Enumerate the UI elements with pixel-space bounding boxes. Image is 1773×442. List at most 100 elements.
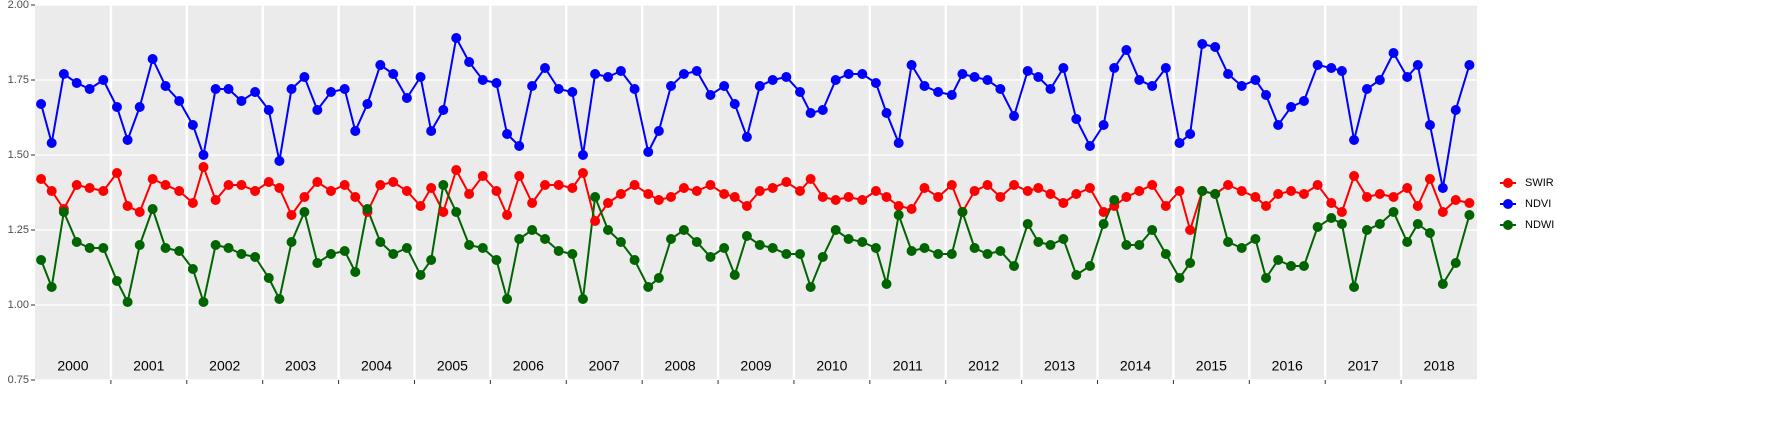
point xyxy=(615,66,626,76)
point xyxy=(1312,180,1323,190)
point xyxy=(514,234,525,244)
point xyxy=(957,207,968,217)
point xyxy=(881,108,892,118)
point xyxy=(1098,120,1109,130)
point xyxy=(464,240,475,250)
point xyxy=(969,72,980,82)
point xyxy=(1147,81,1158,91)
point xyxy=(615,237,626,247)
point xyxy=(781,249,792,259)
year-label: 2001 xyxy=(133,358,164,374)
point xyxy=(71,180,82,190)
point xyxy=(906,60,917,70)
legend-label: NDWI xyxy=(1525,219,1554,231)
point xyxy=(1388,207,1399,217)
point xyxy=(830,225,841,235)
point xyxy=(1286,186,1297,196)
point xyxy=(1424,120,1435,130)
point xyxy=(567,249,578,259)
point xyxy=(741,231,752,241)
point xyxy=(1109,195,1120,205)
point xyxy=(893,138,904,148)
point xyxy=(906,246,917,256)
point xyxy=(1412,60,1423,70)
point xyxy=(36,99,47,109)
point xyxy=(1058,63,1069,73)
point xyxy=(198,162,209,172)
point xyxy=(567,87,578,97)
point xyxy=(388,249,399,259)
point xyxy=(84,243,95,253)
legend-label: NDVI xyxy=(1525,198,1551,210)
point xyxy=(174,246,185,256)
point xyxy=(719,189,730,199)
point xyxy=(577,150,588,160)
point xyxy=(843,192,854,202)
point xyxy=(274,156,285,166)
point xyxy=(729,192,740,202)
point xyxy=(1402,183,1413,193)
point xyxy=(1273,255,1284,265)
point xyxy=(46,138,57,148)
point xyxy=(477,75,488,85)
point xyxy=(147,204,158,214)
point xyxy=(603,198,614,208)
point xyxy=(805,108,816,118)
point xyxy=(1349,171,1360,181)
point xyxy=(250,252,261,262)
point xyxy=(502,294,513,304)
point xyxy=(502,210,513,220)
point xyxy=(1098,219,1109,229)
point xyxy=(767,243,778,253)
point xyxy=(843,234,854,244)
point xyxy=(46,282,57,292)
point xyxy=(643,147,654,157)
point xyxy=(781,177,792,187)
point xyxy=(540,180,551,190)
point xyxy=(741,201,752,211)
point xyxy=(870,78,881,88)
point xyxy=(415,270,426,280)
point xyxy=(1197,39,1208,49)
point xyxy=(1298,96,1309,106)
point xyxy=(1223,237,1234,247)
point xyxy=(857,237,868,247)
point xyxy=(969,186,980,196)
point xyxy=(615,189,626,199)
point xyxy=(491,186,502,196)
year-label: 2002 xyxy=(209,358,240,374)
point xyxy=(223,243,234,253)
point xyxy=(98,243,109,253)
point xyxy=(84,84,95,94)
point xyxy=(1121,240,1132,250)
point xyxy=(84,183,95,193)
point xyxy=(1045,189,1056,199)
point xyxy=(1464,198,1475,208)
point xyxy=(540,63,551,73)
point xyxy=(286,237,297,247)
point xyxy=(514,171,525,181)
point xyxy=(160,180,171,190)
point xyxy=(817,105,828,115)
point xyxy=(464,57,475,67)
point xyxy=(1326,63,1337,73)
point xyxy=(843,69,854,79)
point xyxy=(426,126,437,136)
point xyxy=(741,132,752,142)
point xyxy=(653,126,664,136)
point xyxy=(1336,219,1347,229)
point xyxy=(1084,141,1095,151)
point xyxy=(870,243,881,253)
y-tick-label: 1.00 xyxy=(8,299,29,311)
point xyxy=(1464,210,1475,220)
point xyxy=(198,150,209,160)
point xyxy=(1250,192,1261,202)
point xyxy=(426,183,437,193)
point xyxy=(160,243,171,253)
year-label: 2003 xyxy=(285,358,316,374)
point xyxy=(223,180,234,190)
point xyxy=(1134,186,1145,196)
point xyxy=(401,243,412,253)
point xyxy=(805,174,816,184)
point xyxy=(553,246,564,256)
